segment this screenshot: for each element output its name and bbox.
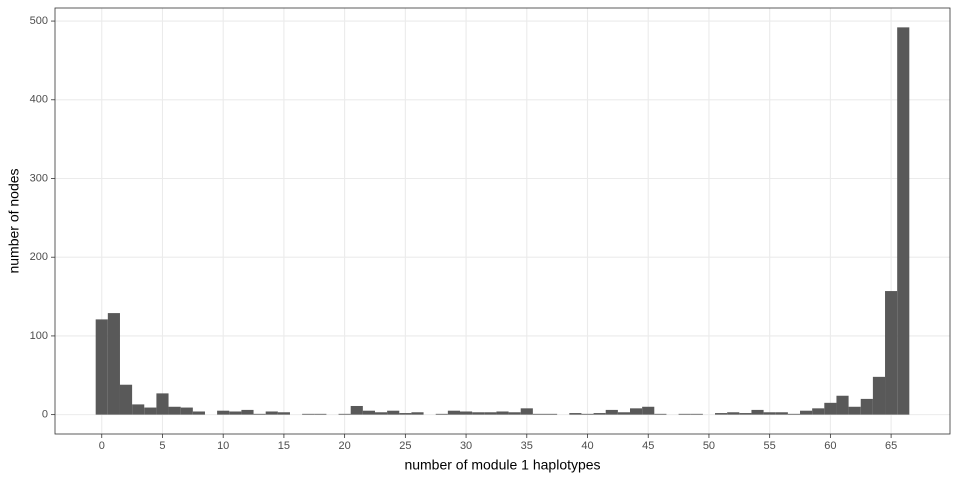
y-tick-label: 500 xyxy=(30,15,48,27)
bar xyxy=(860,398,873,415)
bar xyxy=(836,395,849,415)
bar xyxy=(532,413,546,415)
bar xyxy=(848,406,861,415)
bar xyxy=(192,411,205,415)
x-tick-label: 40 xyxy=(581,440,593,452)
bar xyxy=(593,413,606,415)
y-tick-label: 0 xyxy=(42,409,48,421)
bar xyxy=(156,393,169,415)
bar xyxy=(447,410,460,415)
x-tick-label: 20 xyxy=(339,440,351,452)
bar xyxy=(520,408,533,415)
y-tick-label: 100 xyxy=(30,330,48,342)
bar xyxy=(897,27,910,415)
panel-border xyxy=(54,7,951,435)
bar xyxy=(362,410,375,415)
x-tick-label: 65 xyxy=(885,440,897,452)
bar xyxy=(727,412,740,415)
bar xyxy=(387,410,400,415)
bar xyxy=(787,413,801,415)
bar xyxy=(277,412,290,415)
bar xyxy=(302,413,315,415)
bar xyxy=(545,413,558,415)
bar xyxy=(484,412,497,415)
bar xyxy=(459,411,473,415)
x-tick-label: 60 xyxy=(824,440,836,452)
bar xyxy=(338,413,351,415)
bar xyxy=(107,313,120,415)
x-tick-label: 0 xyxy=(99,440,105,452)
x-tick-label: 15 xyxy=(278,440,290,452)
y-tick-label: 400 xyxy=(30,94,48,106)
x-tick-label: 35 xyxy=(521,440,533,452)
bar xyxy=(314,413,327,415)
y-tick-label: 300 xyxy=(30,172,48,184)
bar xyxy=(435,413,448,415)
bar xyxy=(472,412,485,415)
x-tick-label: 10 xyxy=(217,440,229,452)
bar xyxy=(715,413,728,415)
bar xyxy=(800,410,813,415)
x-tick-label: 50 xyxy=(703,440,715,452)
x-tick-label: 45 xyxy=(642,440,654,452)
bar xyxy=(569,413,582,415)
bar xyxy=(872,376,886,415)
bar xyxy=(605,409,618,415)
bar xyxy=(812,408,825,415)
bar xyxy=(885,291,898,415)
bar xyxy=(690,413,703,415)
bar xyxy=(763,412,776,415)
bar xyxy=(229,411,242,415)
bar xyxy=(775,412,788,415)
bar xyxy=(95,319,108,415)
bar xyxy=(253,413,266,415)
bar xyxy=(168,406,181,415)
bar xyxy=(654,413,667,415)
bar xyxy=(751,409,764,415)
bar xyxy=(617,412,631,415)
bar xyxy=(508,412,521,415)
bar xyxy=(144,407,157,415)
y-axis-label: number of nodes xyxy=(6,168,22,273)
bar xyxy=(496,411,509,415)
bar xyxy=(180,407,193,415)
bar xyxy=(399,413,412,415)
x-tick-label: 55 xyxy=(764,440,776,452)
bar xyxy=(581,413,594,415)
x-axis-label: number of module 1 haplotypes xyxy=(404,457,600,473)
x-tick-label: 25 xyxy=(399,440,411,452)
bar xyxy=(642,406,655,415)
bar xyxy=(678,413,691,415)
bar xyxy=(217,410,230,415)
bar xyxy=(265,411,278,415)
bar xyxy=(739,413,752,415)
bar xyxy=(630,408,643,415)
bar xyxy=(824,402,837,415)
bar xyxy=(241,409,254,415)
bar xyxy=(411,412,424,415)
y-tick-label: 200 xyxy=(30,251,48,263)
x-tick-label: 5 xyxy=(159,440,165,452)
bar xyxy=(132,404,145,415)
bar xyxy=(374,412,388,415)
bar xyxy=(350,405,363,415)
x-tick-label: 30 xyxy=(460,440,472,452)
bar xyxy=(119,384,133,415)
